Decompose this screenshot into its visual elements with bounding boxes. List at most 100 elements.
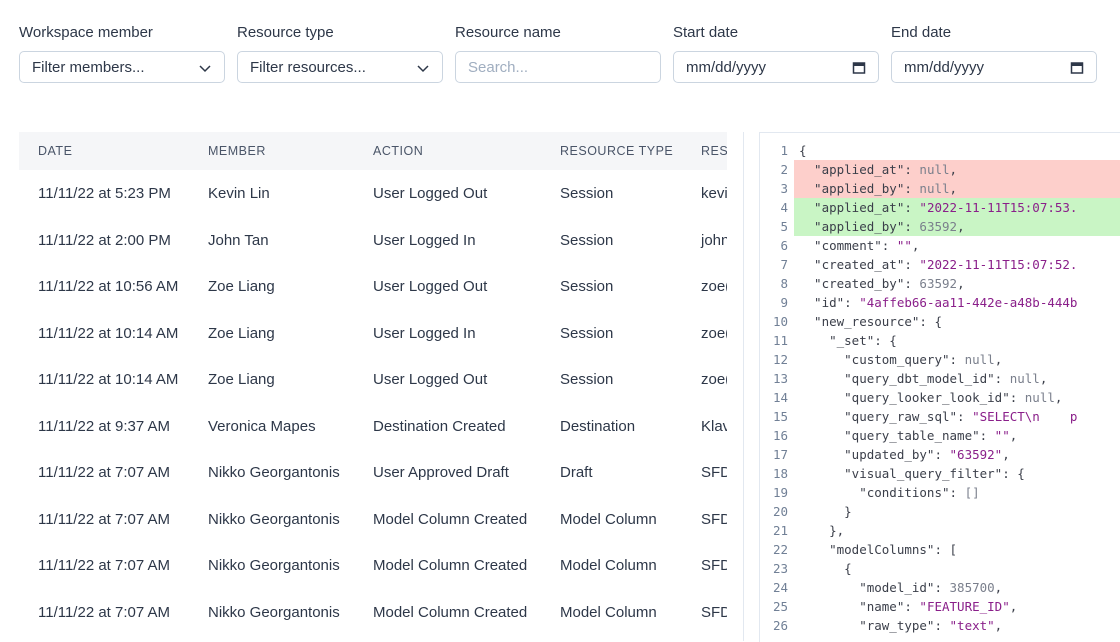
code-line: "applied_at": null, [799, 160, 957, 179]
code-line: "raw_type": "text", [799, 616, 1002, 635]
diff-highlight [794, 198, 1120, 217]
code-token: , [957, 276, 965, 291]
table-cell: User Logged In [373, 324, 476, 342]
line-number: 5 [780, 219, 788, 234]
code-line: "custom_query": null, [799, 350, 1002, 369]
code-token: "" [994, 428, 1010, 443]
code-token: "text" [949, 618, 995, 633]
line-number: 17 [772, 447, 788, 462]
code-token: , [1009, 599, 1018, 614]
code-token: "custom_query": [799, 352, 965, 367]
line-number: 7 [780, 257, 788, 272]
table-cell: 11/11/22 at 5:23 PM [38, 185, 171, 202]
filter-input[interactable]: Filter members... [19, 51, 225, 83]
table-cell: Zoe Liang [208, 371, 275, 388]
code-token: "modelColumns": [ [799, 542, 958, 557]
table-cell: Session [560, 324, 614, 342]
code-token: null [919, 162, 950, 177]
line-number: 21 [772, 523, 788, 538]
code-token: "applied_at": [799, 200, 920, 215]
code-token: "query_raw_sql": [799, 409, 973, 424]
code-line: "applied_by": null, [799, 179, 957, 198]
filter-input[interactable]: mm/dd/yyyy [673, 51, 879, 83]
table-cell: 11/11/22 at 10:56 AM [38, 278, 179, 295]
table-cell: Model Column Created [373, 557, 528, 574]
code-token: "SELECT\n p [972, 409, 1078, 424]
filter-input[interactable]: mm/dd/yyyy [891, 51, 1097, 83]
code-line: "updated_by": "63592", [799, 445, 1010, 464]
divider [743, 132, 744, 641]
table-cell: SFD [701, 603, 727, 621]
code-token: null [919, 181, 950, 196]
code-token: , [949, 181, 958, 196]
line-number: 19 [772, 485, 788, 500]
diff-panel: 1 {2 "applied_at": null, 3 "applied_by": n… [759, 132, 1120, 642]
placeholder: mm/dd/yyyy [904, 59, 985, 76]
table-cell: 11/11/22 at 7:07 AM [38, 603, 171, 621]
code-token: , [1054, 390, 1063, 405]
column-header: DATE [38, 144, 73, 158]
filter-label: Start date [673, 24, 739, 41]
code-line: "conditions": [] [799, 483, 979, 502]
table-cell: zoe( [701, 278, 727, 295]
line-number: 12 [772, 352, 788, 367]
table-cell: Draft [560, 464, 593, 481]
filter-label: Resource name [455, 24, 561, 41]
code-token: "name": [799, 599, 920, 614]
code-line: "modelColumns": [ [799, 540, 957, 559]
code-line: "applied_by": 63592, [799, 217, 965, 236]
code-token: , [1009, 428, 1018, 443]
diff-highlight [794, 160, 1120, 179]
code-token: "raw_type": [799, 618, 950, 633]
code-line: { [799, 559, 852, 578]
code-token: "visual_query_filter": { [799, 466, 1025, 481]
filter-input[interactable]: Filter resources... [237, 51, 443, 83]
code-token: , [911, 238, 920, 253]
code-token: "query_looker_look_id": [799, 390, 1025, 405]
code-token: } [799, 504, 852, 519]
filter-label: Workspace member [19, 24, 153, 41]
table-cell: Session [560, 278, 614, 295]
line-number: 8 [780, 276, 788, 291]
code-line: "comment": "", [799, 236, 919, 255]
table-cell: Destination Created [373, 417, 506, 435]
code-token: "applied_at": [799, 162, 920, 177]
table-cell: kevi [701, 185, 727, 202]
code-token: "query_table_name": [799, 428, 995, 443]
code-line: "model_id": 385700, [799, 578, 1002, 597]
table-cell: zoe( [701, 371, 727, 388]
table-cell: Model Column Created [373, 603, 528, 621]
table-cell: Model Column [560, 510, 657, 528]
line-number: 26 [772, 618, 788, 633]
table-cell: Nikko Georgantonis [208, 557, 340, 574]
line-number: 20 [772, 504, 788, 519]
code-token: , [1002, 447, 1010, 462]
table-cell: Session [560, 185, 614, 202]
code-token: "created_at": [799, 257, 920, 272]
table-cell: User Approved Draft [373, 464, 509, 481]
line-number: 23 [772, 561, 788, 576]
code-line: "name": "FEATURE_ID", [799, 597, 1017, 616]
code-line: "query_table_name": "", [799, 426, 1017, 445]
code-token: 385700 [949, 580, 995, 595]
filter-input[interactable]: Search... [455, 51, 661, 83]
code-token: null [964, 352, 995, 367]
code-token: "updated_by": [799, 447, 950, 462]
table-cell: Kevin Lin [208, 185, 270, 202]
line-number: 15 [772, 409, 788, 424]
code-token: "id": [799, 295, 860, 310]
code-token: 63592 [919, 219, 958, 234]
column-header: MEMBER [208, 144, 266, 158]
line-number: 2 [780, 162, 788, 177]
table-cell: zoe( [701, 324, 727, 342]
code-token: "63592" [949, 447, 1003, 462]
code-line: "new_resource": { [799, 312, 942, 331]
code-token: , [994, 618, 1003, 633]
table-cell: User Logged In [373, 231, 476, 249]
line-number: 11 [772, 333, 788, 348]
table: DATE MEMBER ACTION RESOURCE TYPE RESO 11/11/2… [19, 132, 727, 641]
code-token: "query_dbt_model_id": [799, 371, 1010, 386]
placeholder: Search... [468, 59, 529, 76]
column-header: RESOURCE TYPE [560, 144, 674, 158]
code-token: null [1024, 390, 1055, 405]
